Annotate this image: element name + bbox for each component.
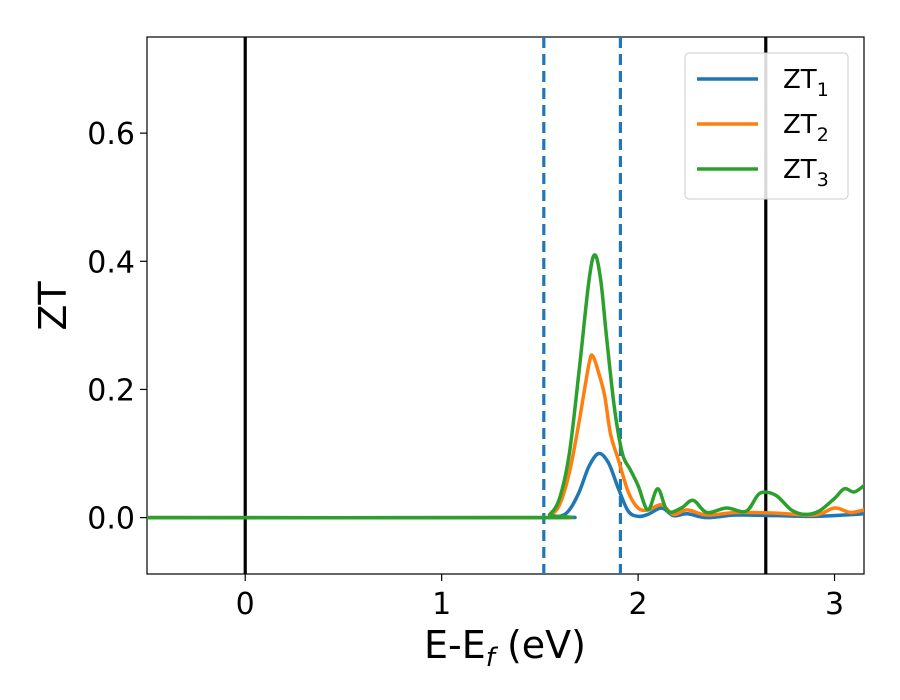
legend-box	[684, 52, 849, 200]
series-line-zt2	[147, 353, 864, 520]
y-tick-label: 0.6	[87, 117, 135, 152]
x-tick-label: 3	[825, 587, 844, 622]
legend-label-zt3: ZT3	[783, 155, 829, 191]
x-tick-label: 0	[236, 587, 255, 622]
series-lines	[147, 253, 864, 520]
axis-ticks: 0 1 2 3 0.0 0.2 0.4 0.6	[87, 117, 844, 622]
y-axis-title: ZT	[31, 281, 75, 331]
x-axis-title-unit: (eV)	[495, 623, 586, 667]
x-tick-label: 1	[432, 587, 451, 622]
x-axis-title-main: E-E	[424, 623, 486, 667]
series-line-zt3	[147, 253, 864, 520]
x-tick-label: 2	[629, 587, 648, 622]
legend-label-zt2: ZT2	[783, 110, 829, 146]
y-tick-label: 0.2	[87, 373, 135, 408]
legend-label-zt1: ZT1	[783, 65, 829, 101]
legend: ZT1 ZT2 ZT3	[684, 52, 849, 200]
y-tick-label: 0.4	[87, 245, 135, 280]
x-axis-title: E-Ef (eV)	[424, 623, 586, 673]
y-tick-label: 0.0	[87, 502, 135, 537]
